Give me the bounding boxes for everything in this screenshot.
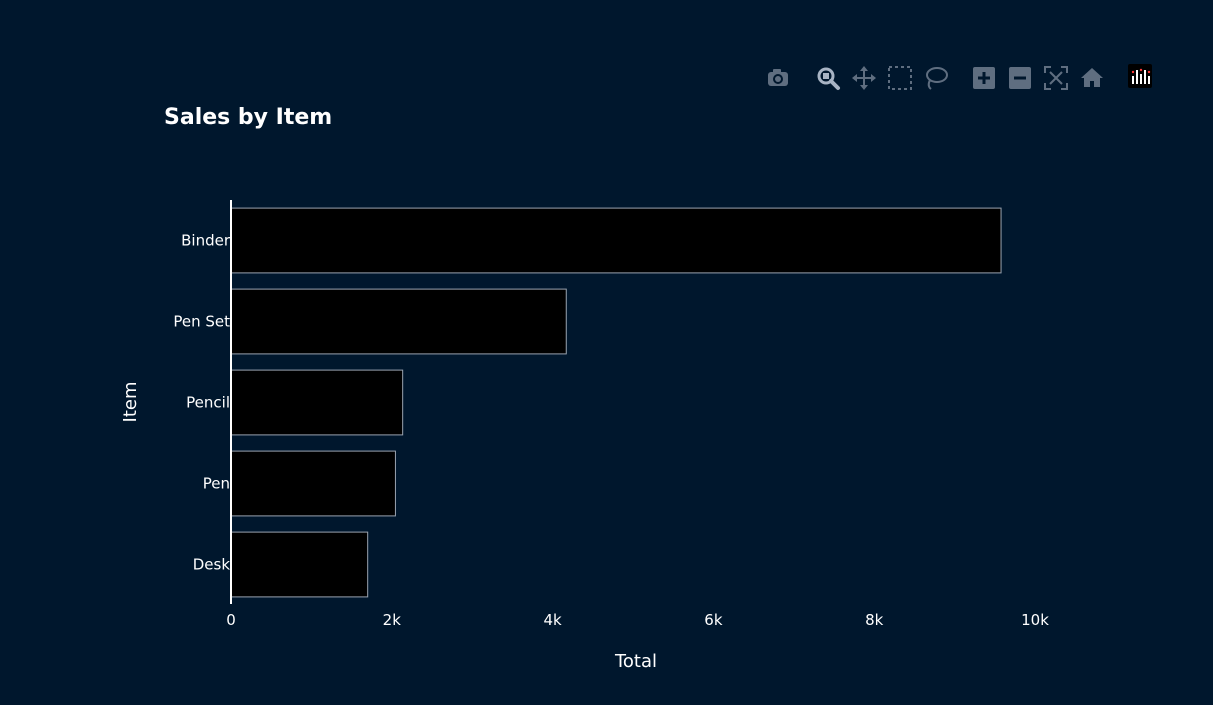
box-select-icon[interactable] [886, 64, 914, 92]
bar-pen[interactable] [230, 450, 396, 517]
camera-icon[interactable] [764, 64, 792, 92]
bar-desk[interactable] [230, 531, 369, 598]
y-tick-label: Pen Set [173, 313, 230, 331]
y-tick-label: Desk [193, 556, 231, 574]
x-tick-labels: 0 2k 4k 6k 8k 10k [226, 611, 1049, 629]
y-tick-label: Pencil [186, 394, 230, 412]
zoom-in-icon[interactable] [970, 64, 998, 92]
x-tick-label: 8k [865, 611, 884, 629]
x-tick-label: 0 [226, 611, 236, 629]
x-axis-title: Total [614, 651, 657, 672]
reset-axes-icon[interactable] [1078, 64, 1106, 92]
bar-pencil[interactable] [230, 369, 404, 436]
x-tick-label: 2k [383, 611, 402, 629]
x-tick-label: 10k [1021, 611, 1049, 629]
plotly-logo-icon[interactable] [1128, 64, 1156, 92]
chart-title: Sales by Item [164, 105, 332, 130]
bar-pen-set[interactable] [230, 288, 567, 355]
x-tick-label: 6k [704, 611, 723, 629]
zoom-icon[interactable] [814, 64, 842, 92]
pan-icon[interactable] [850, 64, 878, 92]
bar-binder[interactable] [230, 207, 1002, 274]
y-tick-label: Binder [181, 232, 231, 250]
y-tick-labels: Binder Pen Set Pencil Pen Desk [173, 232, 230, 574]
bars-group [230, 207, 1002, 598]
zoom-out-icon[interactable] [1006, 64, 1034, 92]
y-tick-label: Pen [203, 475, 230, 493]
lasso-select-icon[interactable] [922, 64, 950, 92]
y-axis-title: Item [120, 382, 141, 423]
x-tick-label: 4k [543, 611, 562, 629]
autoscale-icon[interactable] [1042, 64, 1070, 92]
